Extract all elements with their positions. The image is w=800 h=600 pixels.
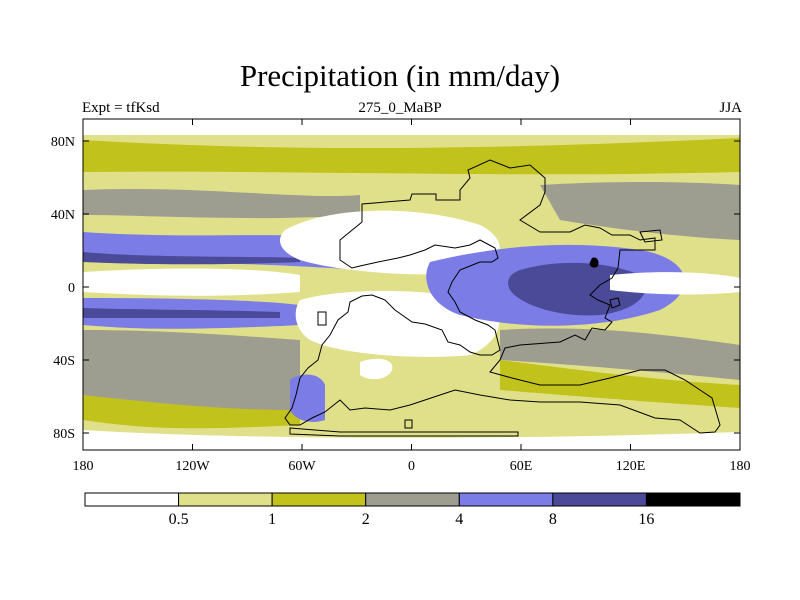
- season-label: JJA: [719, 100, 742, 116]
- colorbar-label: 4: [455, 511, 463, 528]
- colorbar-swatch: [458, 492, 554, 507]
- polar-cap-north: [83, 119, 740, 135]
- equatorial-dry-west: [83, 268, 300, 296]
- equatorial-dry-east: [610, 272, 740, 295]
- south-dry-patch: [360, 358, 393, 380]
- southern-pacific-grey: [83, 330, 300, 422]
- island-outline-3: [639, 229, 663, 243]
- southern-east-yellow: [500, 360, 740, 408]
- colorbar-label: 0.5: [169, 511, 189, 528]
- y-tick-label: 40S: [53, 354, 75, 369]
- southwest-wet-patch: [290, 374, 325, 422]
- y-tick-label: 40N: [51, 208, 75, 223]
- colorbar-swatch: [552, 492, 647, 507]
- island-outline-2: [609, 297, 621, 309]
- south-tropical-core: [83, 308, 280, 318]
- x-axis-labels: 180 120W 60W 0 60E 120E 180: [73, 459, 751, 474]
- y-axis-ticks: [83, 140, 740, 434]
- x-tick-label: 120E: [616, 459, 646, 474]
- x-tick-label: 120W: [175, 459, 210, 474]
- antarctic-peninsula-outline: [289, 427, 519, 437]
- north-tropical-core: [83, 252, 300, 265]
- experiment-label: Expt = tfKsd: [82, 100, 160, 116]
- y-tick-label: 80S: [53, 427, 75, 442]
- precipitation-field: [83, 119, 740, 450]
- x-tick-label: 0: [408, 459, 415, 474]
- north-east-grey: [540, 181, 740, 240]
- x-tick-label: 180: [730, 459, 751, 474]
- y-axis-labels: 80N 40N 0 40S 80S: [51, 135, 75, 442]
- colorbar-label: 1: [268, 511, 276, 528]
- island-outline-4: [404, 419, 413, 429]
- pangea-north-dry-zone: [280, 210, 500, 275]
- continent-outlines: [284, 159, 721, 437]
- colorbar-label: 2: [362, 511, 370, 528]
- colorbar-swatch: [645, 492, 741, 507]
- time-label: 275_0_MaBP: [358, 100, 442, 116]
- x-axis-ticks: [82, 119, 741, 450]
- plot-title: Precipitation (in mm/day): [239, 58, 561, 93]
- y-tick-label: 80N: [51, 135, 75, 150]
- x-tick-label: 180: [73, 459, 94, 474]
- island-outline-1: [317, 311, 327, 326]
- southern-east-grey: [500, 328, 740, 380]
- y-tick-label: 0: [68, 281, 75, 296]
- precip-maximum: [589, 257, 599, 268]
- colorbar-swatch: [271, 492, 367, 507]
- colorbar: 0.5 1 2 4 8 16: [84, 492, 741, 528]
- north-pacific-grey: [83, 188, 360, 219]
- polar-cap-south: [83, 430, 740, 450]
- colorbar-swatch: [365, 492, 460, 507]
- x-tick-label: 60E: [510, 459, 533, 474]
- colorbar-label: 16: [638, 511, 654, 528]
- pangea-outline: [284, 159, 721, 434]
- x-tick-label: 60W: [288, 459, 316, 474]
- colorbar-swatch: [84, 492, 180, 507]
- colorbar-swatch: [178, 492, 273, 507]
- southern-yellow-band: [83, 395, 300, 429]
- colorbar-label: 8: [549, 511, 557, 528]
- northern-mid-latitude-band: [83, 138, 740, 175]
